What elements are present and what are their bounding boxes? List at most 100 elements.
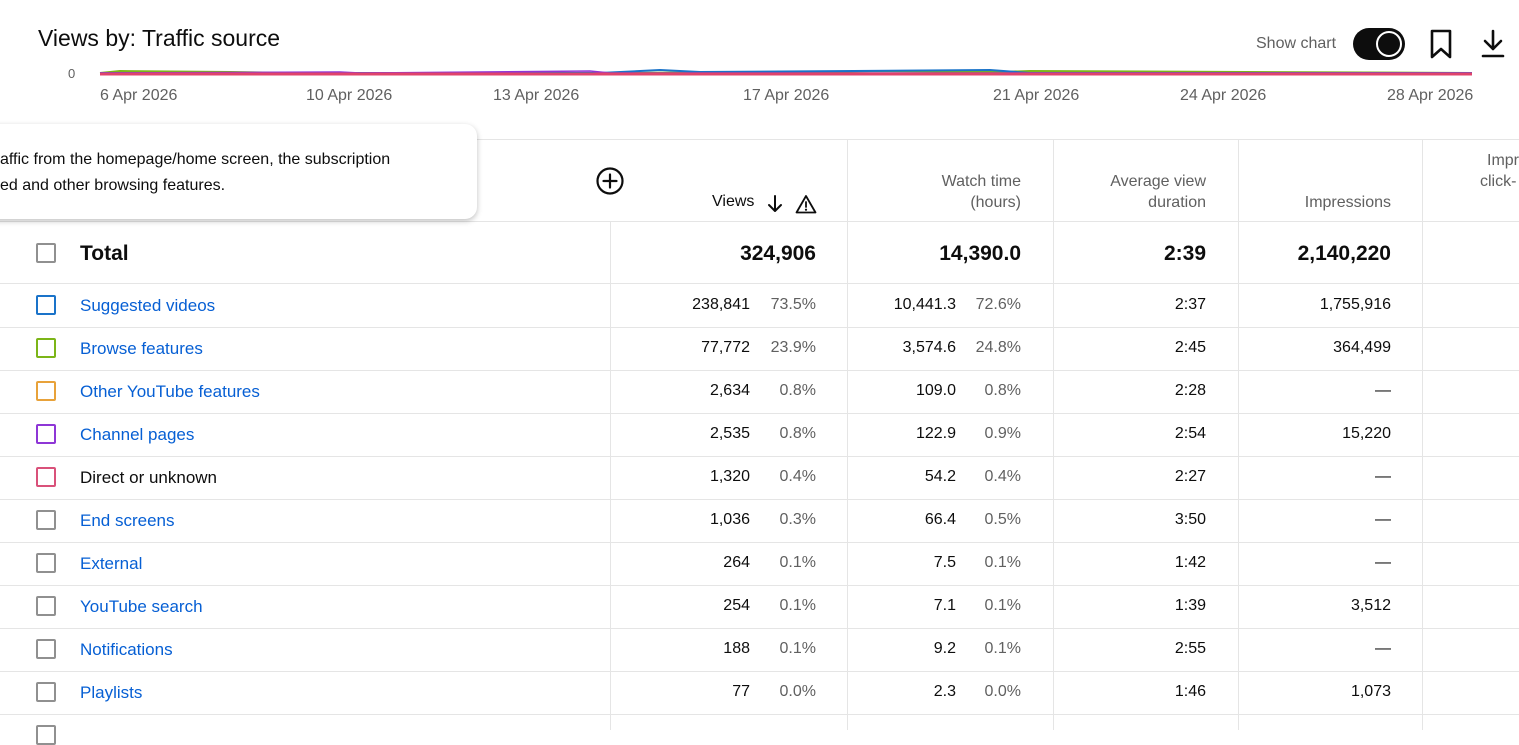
row-watch-time: 3,574.6 xyxy=(902,339,956,356)
row-checkbox[interactable] xyxy=(36,338,56,358)
row-watch-percent: 24.8% xyxy=(975,339,1021,356)
toggle-knob xyxy=(1376,31,1402,57)
traffic-source-link: Direct or unknown xyxy=(80,468,218,487)
column-divider xyxy=(847,139,848,730)
traffic-source-link[interactable]: End screens xyxy=(80,511,175,530)
row-divider xyxy=(0,413,1519,414)
table-row: Channel pages 2,535 0.8% 122.9 0.9% 2:54 15,22… xyxy=(0,413,1519,457)
row-checkbox[interactable] xyxy=(36,424,56,444)
traffic-source-link[interactable]: Other YouTube features xyxy=(80,382,260,401)
traffic-source-link[interactable]: YouTube search xyxy=(80,597,203,616)
row-watch-time: 7.1 xyxy=(933,597,956,614)
row-watch-time: 66.4 xyxy=(924,511,956,528)
row-views-percent: 0.4% xyxy=(779,468,816,485)
traffic-source-link[interactable]: Playlists xyxy=(80,683,143,702)
row-checkbox[interactable] xyxy=(36,553,56,573)
table-row: Other YouTube features 2,634 0.8% 109.0 0.8%… xyxy=(0,370,1519,414)
row-views-percent: 23.9% xyxy=(770,339,816,356)
row-views-percent: 0.1% xyxy=(779,554,816,571)
x-tick: 6 Apr 2026 xyxy=(100,87,178,104)
row-impressions: 1,073 xyxy=(1350,683,1391,700)
avg-duration-header-line-2: duration xyxy=(1148,194,1206,211)
row-watch-percent: 0.8% xyxy=(984,382,1021,399)
row-checkbox[interactable] xyxy=(36,682,56,702)
add-column-icon[interactable] xyxy=(596,167,624,195)
column-divider xyxy=(1422,139,1423,730)
total-checkbox[interactable] xyxy=(36,243,56,263)
row-avg-duration: 2:28 xyxy=(1174,382,1206,399)
warning-icon[interactable] xyxy=(795,194,817,214)
row-divider xyxy=(0,671,1519,672)
watch-time-column-header[interactable]: Watch time (hours) xyxy=(880,171,1021,213)
table-row: End screens 1,036 0.3% 66.4 0.5% 3:50 — xyxy=(0,499,1519,543)
row-divider xyxy=(0,585,1519,586)
row-views-percent: 0.8% xyxy=(779,425,816,442)
total-label: Total xyxy=(80,242,129,265)
impressions-ctr-column-header[interactable]: Impr click- xyxy=(1470,150,1519,192)
chart-series xyxy=(99,68,1473,76)
row-views: 2,535 xyxy=(709,425,750,442)
traffic-source-link[interactable]: Suggested videos xyxy=(80,296,216,315)
row-avg-duration: 3:50 xyxy=(1174,511,1206,528)
row-watch-percent: 0.0% xyxy=(984,683,1021,700)
row-impressions: 15,220 xyxy=(1342,425,1391,442)
row-checkbox[interactable] xyxy=(36,596,56,616)
total-views: 324,906 xyxy=(740,242,816,265)
row-watch-time: 7.5 xyxy=(933,554,956,571)
row-divider xyxy=(0,628,1519,629)
traffic-source-link[interactable]: Channel pages xyxy=(80,425,195,444)
row-watch-time: 10,441.3 xyxy=(893,296,956,313)
row-watch-time: 109.0 xyxy=(915,382,956,399)
views-column-header[interactable]: Views xyxy=(712,193,755,210)
row-impressions: 3,512 xyxy=(1350,597,1391,614)
traffic-source-link[interactable]: Browse features xyxy=(80,339,203,358)
show-chart-label: Show chart xyxy=(1256,35,1337,52)
avg-duration-header-line-1: Average view xyxy=(1110,173,1206,190)
ctr-header-line-2: click- xyxy=(1480,173,1517,190)
row-views-percent: 0.1% xyxy=(779,597,816,614)
row-watch-percent: 0.9% xyxy=(984,425,1021,442)
row-avg-duration: 1:46 xyxy=(1174,683,1206,700)
row-checkbox[interactable] xyxy=(36,295,56,315)
row-impressions: — xyxy=(1375,554,1391,571)
row-watch-percent: 0.1% xyxy=(984,640,1021,657)
bookmark-icon[interactable] xyxy=(1426,28,1456,60)
row-impressions: — xyxy=(1375,382,1391,399)
table-row: Notifications 188 0.1% 9.2 0.1% 2:55 — xyxy=(0,628,1519,672)
table-row: Suggested videos 238,841 73.5% 10,441.3 72.6… xyxy=(0,284,1519,328)
row-views: 238,841 xyxy=(692,296,750,313)
row-views: 2,634 xyxy=(709,382,750,399)
column-divider xyxy=(1053,139,1054,730)
row-impressions: — xyxy=(1375,511,1391,528)
page-title: Views by: Traffic source xyxy=(38,25,281,51)
row-checkbox[interactable] xyxy=(36,467,56,487)
avg-duration-column-header[interactable]: Average view duration xyxy=(1066,171,1206,213)
row-checkbox[interactable] xyxy=(36,510,56,530)
table-row: External 264 0.1% 7.5 0.1% 1:42 — xyxy=(0,542,1519,586)
row-views-percent: 0.0% xyxy=(779,683,816,700)
traffic-source-link[interactable]: Notifications xyxy=(80,640,173,659)
sort-down-arrow-icon[interactable] xyxy=(766,194,784,214)
row-checkbox[interactable] xyxy=(36,639,56,659)
row-views: 264 xyxy=(723,554,750,571)
traffic-source-link[interactable]: External xyxy=(80,554,143,573)
x-tick: 10 Apr 2026 xyxy=(306,87,393,104)
row-checkbox[interactable] xyxy=(36,381,56,401)
x-tick: 21 Apr 2026 xyxy=(993,87,1080,104)
row-avg-duration: 2:55 xyxy=(1174,640,1206,657)
traffic-source-tooltip: affic from the homepage/home screen, the… xyxy=(0,124,477,219)
total-watch-time: 14,390.0 xyxy=(939,242,1021,265)
impressions-column-header[interactable]: Impressions xyxy=(1304,194,1391,211)
row-watch-time: 122.9 xyxy=(915,425,956,442)
row-checkbox[interactable] xyxy=(36,725,56,745)
row-impressions: 364,499 xyxy=(1333,339,1391,356)
watch-time-header-line-1: Watch time xyxy=(941,173,1021,190)
row-views: 1,320 xyxy=(709,468,750,485)
total-avg-duration: 2:39 xyxy=(1163,242,1206,265)
show-chart-toggle[interactable] xyxy=(1353,28,1405,60)
table-row: YouTube search 254 0.1% 7.1 0.1% 1:39 3,512 xyxy=(0,585,1519,629)
download-icon[interactable] xyxy=(1478,28,1508,60)
row-watch-time: 9.2 xyxy=(933,640,956,657)
row-views-percent: 0.1% xyxy=(779,640,816,657)
row-avg-duration: 2:54 xyxy=(1174,425,1206,442)
